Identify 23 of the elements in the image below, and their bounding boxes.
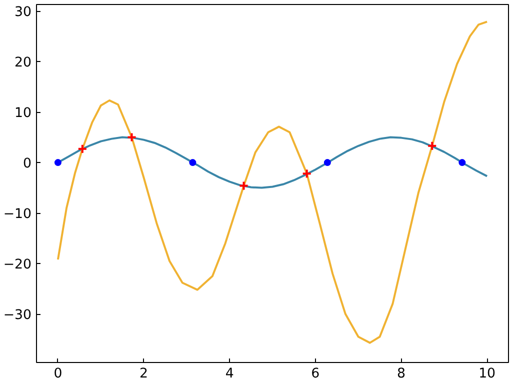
y-tick-label: −20: [3, 258, 32, 273]
y-tick-label: 20: [14, 56, 32, 71]
point: [126, 132, 137, 142]
x-tick-label: 8: [396, 366, 406, 382]
y-tick-label: 0: [23, 156, 32, 172]
y-tick-label: 10: [14, 106, 32, 122]
x-tick-label: 4: [225, 366, 234, 382]
point: [54, 159, 62, 166]
y-tick-label: −30: [3, 308, 32, 324]
x-tick-label: 10: [478, 366, 496, 382]
x-tick-label: 2: [140, 366, 148, 382]
point: [427, 140, 438, 151]
x-tick-label: 0: [54, 366, 62, 382]
line-series: [56, 20, 488, 344]
point: [458, 159, 466, 166]
point: [324, 159, 331, 166]
y-tick-label: −10: [3, 207, 32, 222]
point: [77, 144, 88, 154]
point: [302, 168, 312, 179]
point: [238, 180, 249, 191]
y-tick-label: 30: [14, 5, 32, 20]
point: [189, 159, 196, 166]
x-tick-label: 6: [311, 366, 320, 382]
